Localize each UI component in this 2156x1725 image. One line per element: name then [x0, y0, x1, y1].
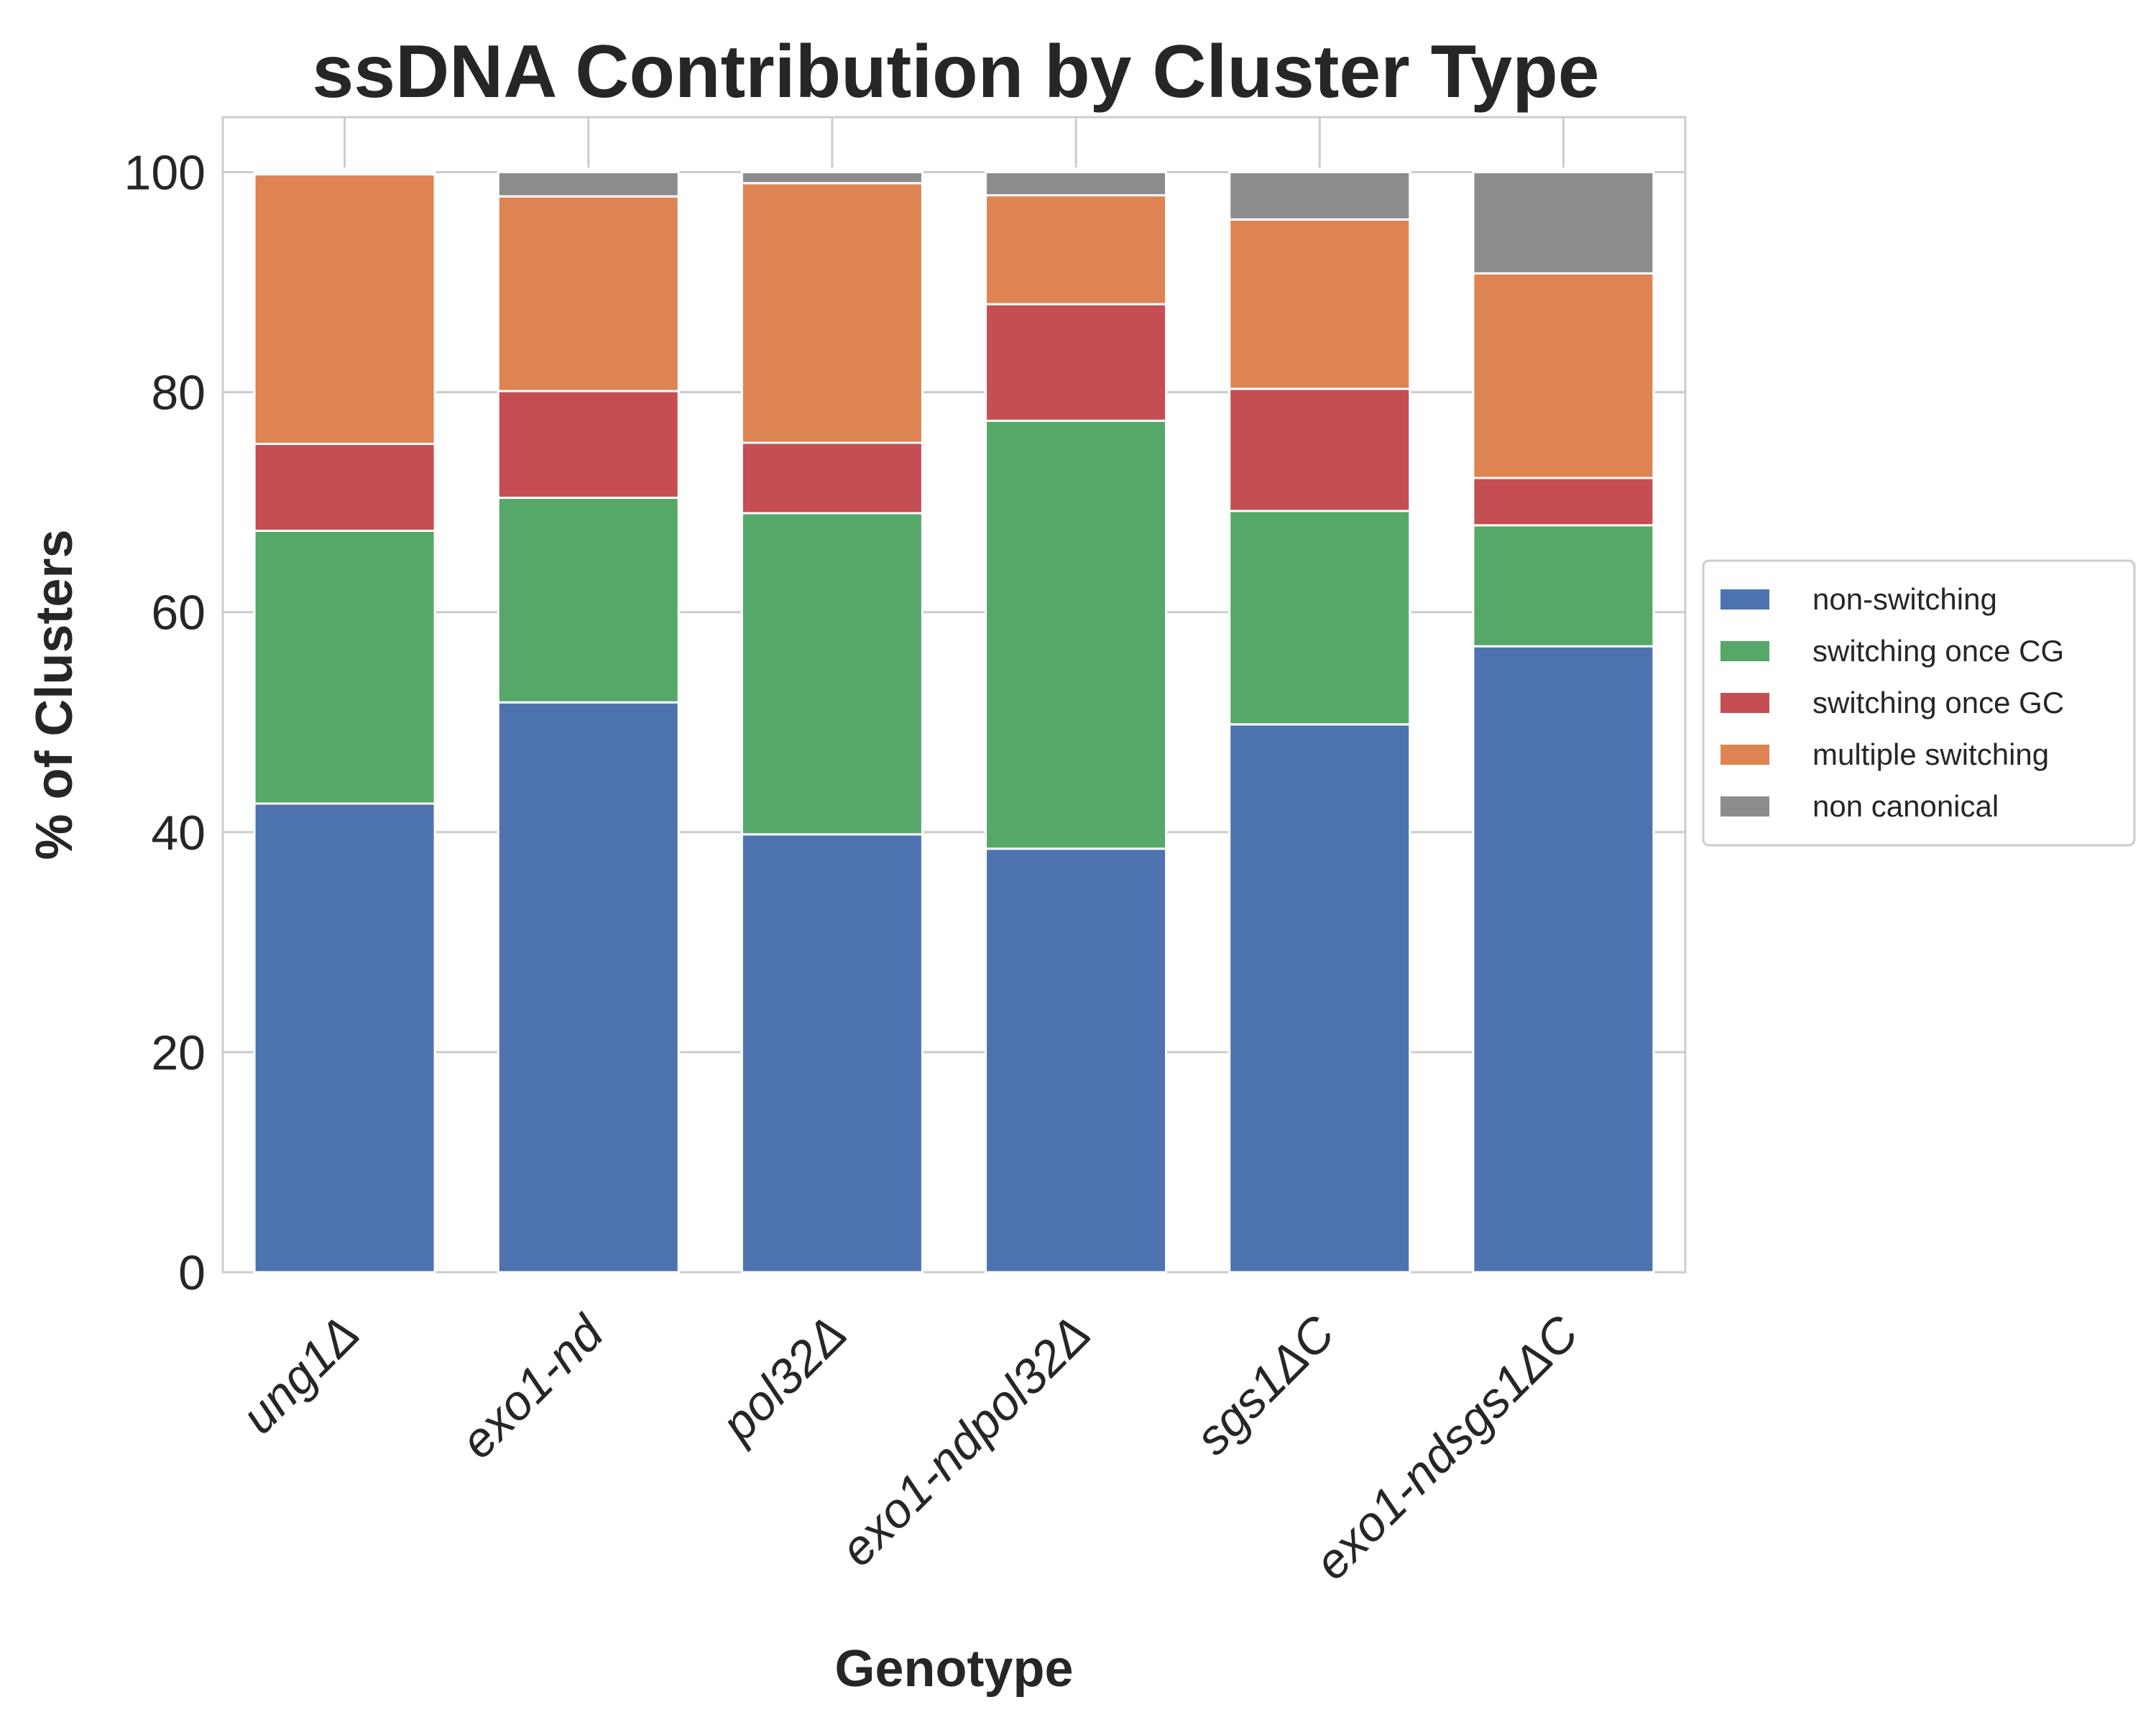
- bar-segment-multiple-switching: [497, 195, 680, 392]
- bar-segment-switching-once-GC: [1228, 387, 1411, 512]
- x-tick-label: exo1-ndsgs1ΔC: [1304, 1305, 1589, 1591]
- legend: non-switching switching once CG switching …: [1702, 559, 2136, 847]
- bar-segment-multiple-switching: [1472, 272, 1655, 479]
- x-tick-label: pol32Δ: [710, 1305, 857, 1453]
- bar-segment-non-canonical: [253, 171, 436, 176]
- x-tick-label: exo1-nd: [450, 1305, 614, 1469]
- y-axis-label: % of Clusters: [26, 529, 83, 860]
- y-tick-labels: 0 20 40 60 80 100: [124, 146, 206, 1300]
- x-axis-label: Genotype: [834, 1640, 1073, 1698]
- bar-segment-switching-once-GC: [253, 443, 436, 532]
- bar-segment-non-switching: [497, 701, 680, 1274]
- legend-label: non canonical: [1812, 789, 1999, 823]
- legend-label: multiple switching: [1812, 737, 2049, 771]
- x-tick-label: exo1-ndpol32Δ: [830, 1305, 1101, 1576]
- bar-segment-switching-once-GC: [740, 441, 923, 515]
- chart-title: ssDNA Contribution by Cluster Type: [312, 30, 1599, 114]
- bar-segment-non-switching: [1228, 723, 1411, 1274]
- legend-swatch: [1720, 589, 1769, 610]
- x-tick-label: ung1Δ: [231, 1305, 370, 1444]
- bar-segment-non-canonical: [1472, 171, 1655, 275]
- legend-label: non-switching: [1812, 582, 1997, 616]
- legend-swatch: [1720, 796, 1769, 816]
- bar-segment-switching-once-CG: [253, 529, 436, 805]
- bar-segment-non-canonical: [985, 171, 1168, 197]
- bar-segment-non-canonical: [740, 171, 923, 185]
- bar-segment-switching-once-GC: [497, 390, 680, 500]
- legend-box: [1702, 559, 2136, 847]
- bar-segment-non-canonical: [1228, 171, 1411, 221]
- y-tick-label: 80: [151, 366, 206, 420]
- grid-lines: [223, 117, 1685, 1274]
- bar-segment-non-canonical: [497, 171, 680, 198]
- bar-segment-multiple-switching: [1228, 218, 1411, 390]
- bar-segment-non-switching: [1472, 645, 1655, 1274]
- bar-segment-switching-once-GC: [1472, 477, 1655, 527]
- y-tick-label: 40: [151, 806, 206, 860]
- y-tick-label: 60: [151, 586, 206, 640]
- bar-segment-switching-once-CG: [1472, 524, 1655, 648]
- legend-label: switching once GC: [1812, 686, 2064, 719]
- bar-segment-non-switching: [985, 847, 1168, 1274]
- bar-segment-switching-once-GC: [985, 303, 1168, 422]
- bar-segment-non-switching: [253, 802, 436, 1274]
- bar-segment-non-switching: [740, 833, 923, 1274]
- bar-segment-multiple-switching: [253, 173, 436, 446]
- bar-segment-switching-once-CG: [497, 497, 680, 704]
- y-tick-label: 0: [178, 1246, 206, 1300]
- y-tick-label: 100: [124, 146, 206, 201]
- y-tick-label: 20: [151, 1026, 206, 1080]
- legend-swatch: [1720, 693, 1769, 713]
- plot-area: [221, 116, 1687, 1274]
- legend-label: switching once CG: [1812, 634, 2064, 668]
- legend-swatch: [1720, 641, 1769, 661]
- bars: [253, 171, 1655, 1274]
- bar-segment-switching-once-CG: [1228, 510, 1411, 726]
- bar-segment-switching-once-CG: [740, 512, 923, 836]
- x-tick-label: sgs1ΔC: [1185, 1305, 1345, 1466]
- bar-segment-multiple-switching: [985, 194, 1168, 305]
- legend-swatch: [1720, 745, 1769, 765]
- bar-segment-switching-once-CG: [985, 419, 1168, 850]
- bar-segment-multiple-switching: [740, 182, 923, 444]
